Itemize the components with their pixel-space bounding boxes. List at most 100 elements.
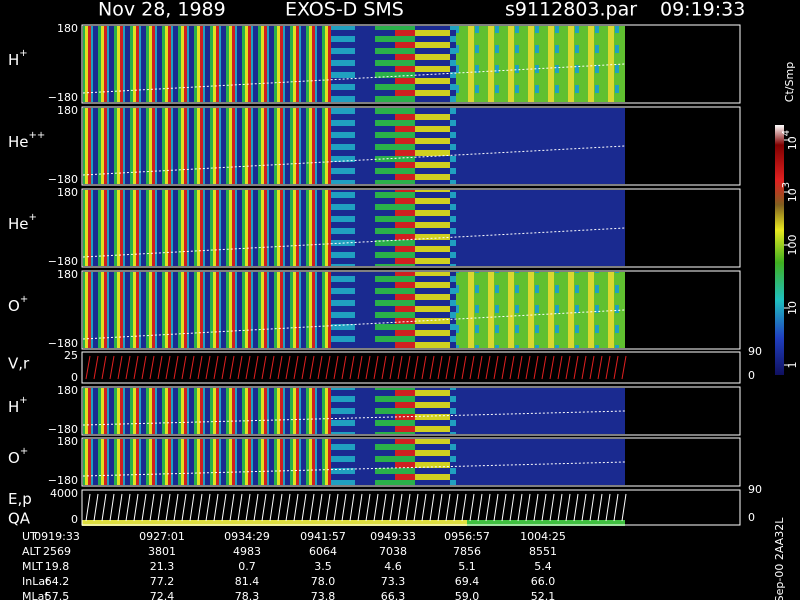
spectrogram xyxy=(331,272,456,348)
label: 104 xyxy=(781,130,799,150)
colorbar xyxy=(775,125,784,375)
axis-bottom: 0 xyxy=(71,371,78,384)
label-sup: + xyxy=(20,446,28,457)
trace xyxy=(82,145,626,176)
table-row-label: MLat xyxy=(22,590,49,600)
table-cell: 0.7 xyxy=(238,560,256,573)
panel-frame xyxy=(81,351,741,384)
axis-right-top: 90 xyxy=(748,483,762,496)
spectrogram xyxy=(331,108,456,184)
footer: Sep-00 2AA32L xyxy=(773,517,786,600)
table-cell: 73.3 xyxy=(381,575,406,588)
spectrogram xyxy=(331,388,456,434)
table-cell: 77.2 xyxy=(150,575,175,588)
table-cell: 7038 xyxy=(379,545,407,558)
axis-right-top: 90 xyxy=(748,345,762,358)
panel-frame xyxy=(81,188,741,268)
table-cell: 52.1 xyxy=(531,590,556,600)
spectrogram xyxy=(83,26,331,102)
label: 100 xyxy=(786,235,799,256)
spectrogram xyxy=(456,388,625,434)
label: 103 xyxy=(781,182,799,202)
table-cell: 5.1 xyxy=(458,560,476,573)
table-cell: 4983 xyxy=(233,545,261,558)
table-row-label: MLT xyxy=(22,560,43,573)
table-cell: 4.6 xyxy=(384,560,402,573)
file: s9112803.par xyxy=(505,0,637,21)
label-base: E,p xyxy=(8,490,32,508)
label-base: 100 xyxy=(786,235,799,256)
axis-top: 180 xyxy=(57,435,78,448)
table-cell: 8551 xyxy=(529,545,557,558)
axis-top: 180 xyxy=(57,104,78,117)
axis-right-bottom: 0 xyxy=(748,369,755,382)
label-base: O xyxy=(8,297,20,315)
label: 10 xyxy=(786,301,799,315)
label: H+ xyxy=(8,395,28,416)
table-cell: 21.3 xyxy=(150,560,175,573)
table-cell: 0934:29 xyxy=(224,530,270,543)
time: 09:19:33 xyxy=(660,0,745,21)
panel-frame xyxy=(81,437,741,487)
label: 1 xyxy=(786,362,799,369)
table-cell: 78.0 xyxy=(311,575,336,588)
table-cell: 3801 xyxy=(148,545,176,558)
label-base: 10 xyxy=(786,136,799,150)
panel-frame xyxy=(81,489,741,526)
table-cell: 78.3 xyxy=(235,590,260,600)
axis-top: 180 xyxy=(57,384,78,397)
qa-strip xyxy=(332,520,467,526)
table-cell: 59.0 xyxy=(455,590,480,600)
label-base: H xyxy=(8,398,19,416)
spectrogram xyxy=(83,190,331,266)
table-cell: 2569 xyxy=(43,545,71,558)
label-sup: ++ xyxy=(29,130,46,141)
trace xyxy=(82,227,626,258)
table-cell: 64.2 xyxy=(45,575,70,588)
panel-frame xyxy=(81,24,741,104)
spectrogram xyxy=(331,26,456,102)
qa-strip xyxy=(467,520,625,526)
label-sup: + xyxy=(20,294,28,305)
spectrogram xyxy=(331,439,456,485)
table-row-label: UT xyxy=(22,530,37,543)
trace xyxy=(85,493,627,522)
table-cell: 72.4 xyxy=(150,590,175,600)
label: E,p xyxy=(8,490,32,508)
label-base: O xyxy=(8,449,20,467)
table-cell: 0949:33 xyxy=(370,530,416,543)
date: Nov 28, 1989 xyxy=(98,0,226,21)
panel-frame xyxy=(81,106,741,186)
label-sup: + xyxy=(19,395,27,406)
panel-frame xyxy=(81,270,741,350)
colorbar-unit: Ct/Smp xyxy=(783,62,796,102)
spectrogram xyxy=(456,272,625,348)
table-cell: 73.8 xyxy=(311,590,336,600)
spectrogram xyxy=(331,190,456,266)
axis-top: 4000 xyxy=(50,487,78,500)
table-cell: 0956:57 xyxy=(444,530,490,543)
table-cell: 3.5 xyxy=(314,560,332,573)
label-base: 10 xyxy=(786,188,799,202)
spectrogram xyxy=(83,388,331,434)
table-cell: 0919:33 xyxy=(34,530,80,543)
label-base: He xyxy=(8,133,29,151)
spectrogram xyxy=(456,190,625,266)
label: He++ xyxy=(8,130,45,151)
table-cell: 57.5 xyxy=(45,590,70,600)
axis-top: 25 xyxy=(64,349,78,362)
instrument: EXOS-D SMS xyxy=(285,0,404,21)
spectrogram xyxy=(456,108,625,184)
axis-top: 180 xyxy=(57,186,78,199)
label-base: He xyxy=(8,215,29,233)
axis-bottom: −180 xyxy=(48,91,78,104)
table-cell: 5.4 xyxy=(534,560,552,573)
table-cell: 19.8 xyxy=(45,560,70,573)
label: H+ xyxy=(8,48,28,69)
table-cell: 0941:57 xyxy=(300,530,346,543)
table-cell: 6064 xyxy=(309,545,337,558)
table-cell: 1004:25 xyxy=(520,530,566,543)
spectrogram xyxy=(83,108,331,184)
axis-bottom: −180 xyxy=(48,173,78,186)
